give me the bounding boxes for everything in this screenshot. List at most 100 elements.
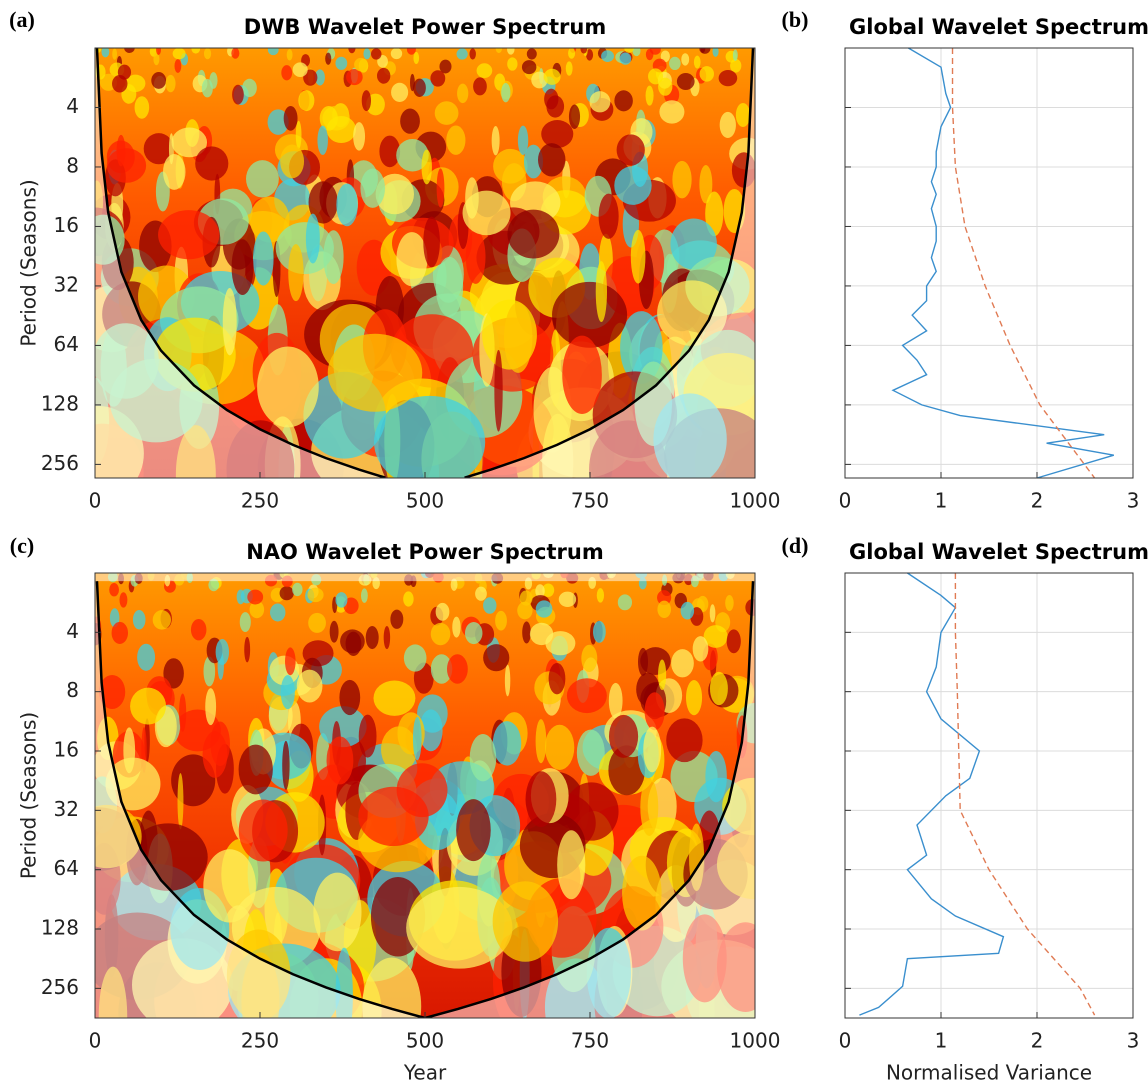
texture — [660, 50, 670, 63]
texture — [339, 679, 361, 716]
texture — [719, 111, 736, 139]
texture — [403, 591, 414, 607]
texture — [279, 586, 294, 601]
texture — [492, 881, 559, 962]
y-tick-label: 4 — [66, 619, 79, 643]
texture — [648, 68, 664, 85]
coi-fade — [95, 48, 755, 478]
chart-title: Global Wavelet Spectrum — [849, 540, 1148, 564]
texture — [329, 620, 339, 643]
texture — [343, 597, 359, 615]
x-tick-label: 750 — [571, 1029, 609, 1053]
texture — [462, 190, 511, 236]
panel-label: (a) — [9, 7, 35, 32]
x-tick-label: 750 — [571, 489, 609, 513]
texture — [608, 714, 639, 758]
texture — [568, 104, 581, 129]
x-tick-label: 1000 — [730, 489, 781, 513]
texture — [203, 849, 256, 923]
texture — [195, 146, 229, 181]
texture — [657, 590, 672, 606]
texture — [377, 54, 388, 68]
texture — [116, 134, 126, 167]
texture — [475, 586, 487, 601]
texture — [335, 56, 348, 70]
texture — [699, 48, 711, 54]
texture — [222, 288, 237, 356]
texture — [601, 50, 615, 62]
panel-label: (c) — [10, 533, 34, 558]
heatmap-field — [95, 573, 755, 1018]
texture — [430, 622, 451, 646]
texture — [313, 872, 362, 952]
texture — [336, 183, 358, 227]
texture — [658, 659, 667, 691]
texture — [535, 719, 547, 764]
texture — [348, 48, 356, 54]
texture — [101, 48, 110, 58]
texture — [151, 72, 167, 89]
texture — [580, 48, 588, 54]
texture — [614, 166, 652, 205]
texture — [469, 733, 497, 782]
texture — [249, 196, 290, 243]
texture — [319, 706, 367, 748]
texture — [676, 73, 695, 91]
texture — [308, 181, 338, 224]
texture — [346, 69, 363, 86]
texture — [640, 778, 659, 836]
texture — [693, 55, 701, 69]
texture — [281, 65, 293, 81]
texture — [526, 48, 537, 60]
texture — [726, 629, 741, 654]
texture — [354, 57, 368, 72]
texture — [317, 125, 328, 155]
plot-frame — [94, 572, 756, 1019]
texture — [494, 349, 503, 432]
texture — [298, 90, 315, 112]
texture — [523, 144, 544, 179]
texture — [365, 626, 379, 650]
texture — [705, 191, 724, 237]
heatmap-field — [95, 48, 755, 478]
texture — [576, 729, 605, 776]
texture — [202, 731, 228, 778]
y-tick-label: 256 — [41, 975, 79, 999]
y-tick-label: 64 — [54, 332, 79, 356]
texture — [630, 229, 646, 284]
texture — [231, 48, 240, 59]
texture — [430, 70, 446, 87]
texture — [491, 125, 500, 156]
spectrum-line — [954, 573, 1096, 1016]
texture — [565, 61, 573, 76]
texture — [456, 48, 468, 60]
texture — [525, 771, 557, 827]
texture — [358, 714, 377, 758]
texture — [112, 75, 128, 93]
texture — [119, 592, 128, 608]
texture — [285, 647, 296, 676]
texture — [670, 218, 717, 270]
texture — [406, 886, 513, 969]
texture — [174, 59, 182, 73]
texture — [730, 58, 742, 73]
texture — [163, 658, 184, 689]
x-axis-label: Year — [403, 1061, 447, 1085]
texture — [325, 52, 332, 65]
texture — [165, 74, 176, 93]
texture — [137, 643, 156, 671]
texture — [421, 149, 432, 185]
texture — [326, 736, 354, 785]
texture — [326, 115, 357, 144]
texture — [483, 597, 497, 614]
texture — [644, 692, 665, 731]
texture — [205, 688, 217, 726]
y-tick-label: 32 — [54, 797, 79, 821]
texture — [645, 85, 654, 106]
texture — [465, 230, 486, 284]
x-tick-label: 1 — [935, 1029, 948, 1053]
texture — [358, 786, 429, 846]
texture — [544, 724, 575, 771]
texture — [391, 82, 409, 103]
texture — [282, 740, 290, 790]
